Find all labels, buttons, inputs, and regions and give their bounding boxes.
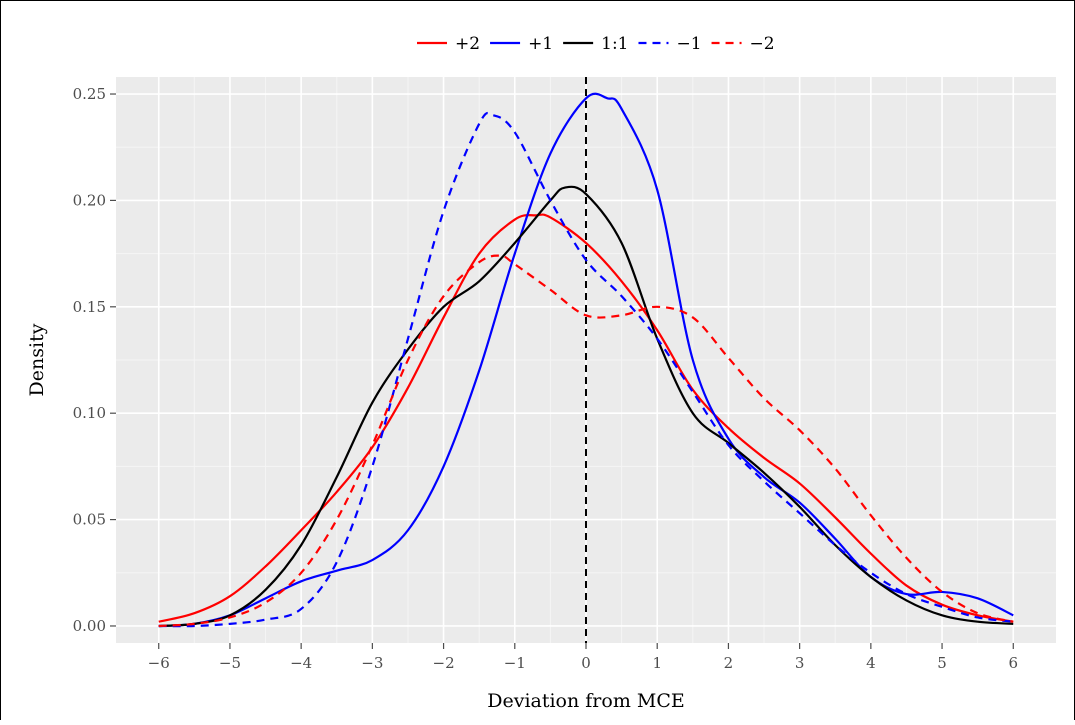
legend-label-plus-1: +1 [528,34,553,54]
x-tick-label: −6 [148,654,170,672]
series-line-1-to-1 [158,185,1014,628]
y-tick-label: 0.20 [73,191,106,209]
y-tick-label: 0.15 [73,298,106,316]
series-line-minus-1 [158,111,1014,628]
x-tick-label: 5 [937,654,947,672]
x-axis: −6 −5 −4 −3 −2 −1 0 1 2 3 4 5 6 [148,643,1018,672]
legend-label-plus-2: +2 [455,34,480,54]
y-tick-label: 0.10 [73,404,106,422]
series-line-plus-2 [158,213,1014,623]
legend-item-plus-1: +1 [490,34,553,54]
legend-item-plus-2: +2 [417,34,480,54]
x-tick-label: −1 [504,654,526,672]
x-tick-label: 3 [795,654,805,672]
legend-item-minus-2: −2 [711,34,775,54]
legend-item-1-to-1: 1:1 [563,34,628,54]
x-tick-label: −5 [219,654,241,672]
legend-label-1-to-1: 1:1 [601,34,628,54]
series-layer [158,92,1014,628]
x-tick-label: −2 [433,654,455,672]
x-tick-label: 6 [1008,654,1018,672]
y-axis-title: Density [26,323,48,396]
series-line-minus-2 [158,254,1014,628]
y-axis: 0.00 0.05 0.10 0.15 0.20 0.25 [73,85,116,635]
x-tick-label: 0 [581,654,591,672]
y-tick-label: 0.05 [73,511,106,529]
y-tick-label: 0.25 [73,85,106,103]
x-tick-label: −3 [361,654,383,672]
legend-item-minus-1: −1 [638,34,702,54]
x-tick-label: 4 [866,654,876,672]
x-axis-title: Deviation from MCE [487,690,685,712]
x-tick-label: −4 [290,654,312,672]
legend-label-minus-2: −2 [750,34,775,54]
x-tick-label: 2 [724,654,734,672]
legend-label-minus-1: −1 [676,34,701,54]
y-tick-label: 0.00 [73,617,106,635]
x-tick-label: 1 [652,654,662,672]
legend: +2 +1 1:1 −1 −2 [417,34,775,54]
